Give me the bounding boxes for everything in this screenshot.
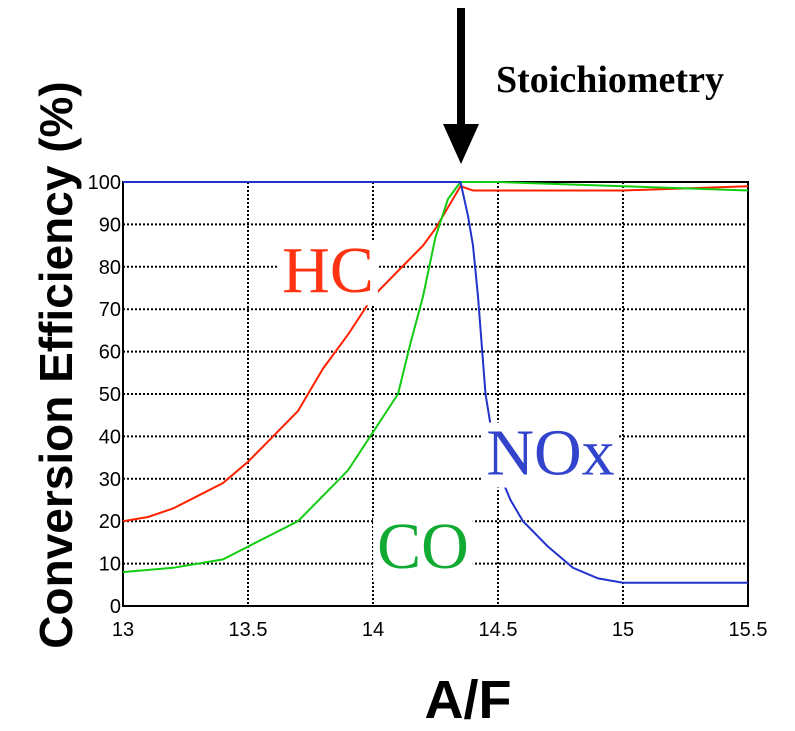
x-tick-label: 15 <box>612 619 634 641</box>
hc-series-label: HC <box>282 234 374 307</box>
x-tick-label: 15.5 <box>729 619 768 641</box>
stoichiometry-label: Stoichiometry <box>496 59 724 101</box>
hc-series-line <box>122 184 749 523</box>
y-tick-label: 50 <box>99 384 121 406</box>
nox-series-line <box>123 181 748 584</box>
y-tick-label: 0 <box>110 596 121 618</box>
stoichiometry-arrow-shaft <box>457 8 465 126</box>
tick-layer: 0 10 20 30 40 50 60 70 80 90 100 13 13.5 14 14.5 15 15.5 <box>88 172 768 641</box>
grid-layer <box>123 182 748 606</box>
x-tick-label: 13 <box>112 619 134 641</box>
y-tick-label: 40 <box>99 426 121 448</box>
hc-label-background <box>278 240 378 306</box>
stoichiometry-annotation: Stoichiometry <box>443 8 724 164</box>
series-layer <box>122 181 749 584</box>
y-tick-label: 20 <box>99 511 121 533</box>
x-tick-label: 14 <box>362 619 384 641</box>
y-tick-label: 90 <box>99 214 121 236</box>
x-tick-label: 13.5 <box>229 619 268 641</box>
co-series-line <box>122 181 749 574</box>
y-tick-label: 70 <box>99 299 121 321</box>
y-tick-label: 100 <box>88 172 121 194</box>
y-tick-label: 60 <box>99 342 121 364</box>
nox-label-background <box>482 422 619 488</box>
y-tick-label: 10 <box>99 554 121 576</box>
co-label-background <box>373 515 473 581</box>
x-tick-label: 14.5 <box>479 619 518 641</box>
nox-series-label: NOx <box>486 417 614 490</box>
y-tick-label: 80 <box>99 257 121 279</box>
co-series-label: CO <box>377 510 469 583</box>
x-axis-label: A/F <box>425 670 512 730</box>
stoichiometry-arrow-head <box>443 124 479 164</box>
y-axis-label: Conversion Efficiency (%) <box>30 81 82 648</box>
y-tick-label: 30 <box>99 469 121 491</box>
